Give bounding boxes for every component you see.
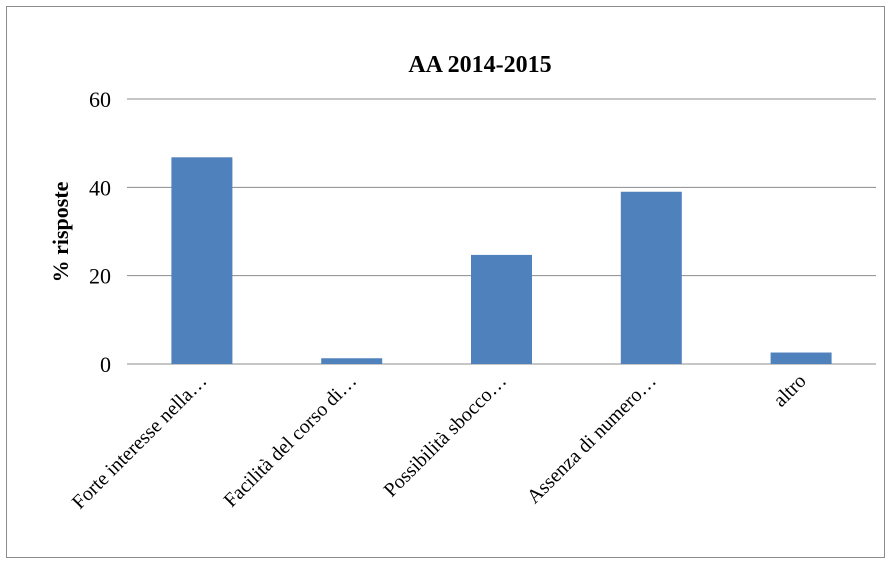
y-axis-label: % risposte — [48, 181, 73, 282]
y-tick-label: 0 — [100, 352, 111, 377]
y-axis-ticks: 0 20 40 60 — [89, 87, 111, 377]
bar — [770, 352, 832, 364]
x-axis-ticks: Forte interesse nella… Facilità del corso… — [68, 370, 811, 514]
chart-frame — [6, 6, 885, 558]
y-tick-label: 40 — [89, 175, 111, 200]
x-tick-label: Assenza di numero… — [523, 370, 661, 508]
bar — [471, 254, 532, 364]
x-tick-label: Facilità del corso di… — [220, 370, 362, 512]
bar — [620, 191, 682, 364]
bars — [171, 157, 832, 364]
x-tick-label: Possibilità sbocco… — [380, 370, 511, 501]
bar — [321, 358, 383, 364]
x-tick-label: altro — [769, 370, 810, 411]
x-tick-label: Forte interesse nella… — [68, 370, 212, 514]
chart-title: AA 2014-2015 — [408, 52, 551, 78]
y-tick-label: 60 — [89, 87, 111, 112]
bar — [171, 157, 233, 364]
y-tick-label: 20 — [89, 264, 111, 289]
